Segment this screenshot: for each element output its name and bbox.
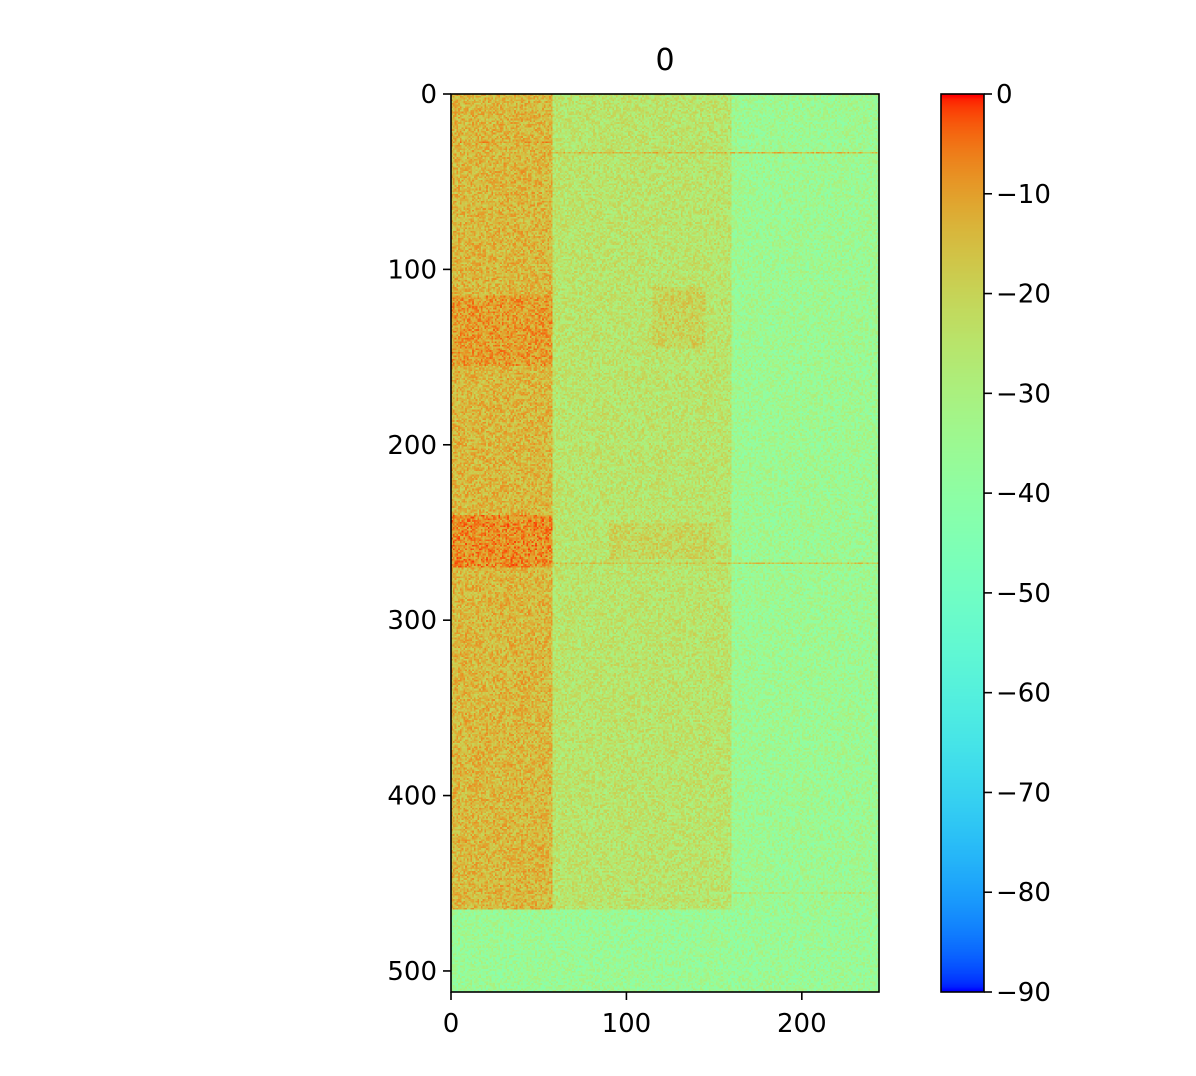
x-axis-ticks: 0 100 200 bbox=[443, 992, 827, 1039]
colorbar-tick-label: −50 bbox=[996, 579, 1051, 609]
colorbar-tick-label: −60 bbox=[996, 679, 1051, 709]
colorbar-tick-label: 0 bbox=[996, 80, 1013, 110]
heatmap-image bbox=[451, 94, 879, 992]
colorbar-tick-label: −80 bbox=[996, 878, 1051, 908]
colorbar-tick-label: −70 bbox=[996, 778, 1051, 808]
y-tick-label: 300 bbox=[387, 606, 437, 636]
y-axis-ticks: 0 100 200 300 400 500 bbox=[387, 80, 451, 987]
x-tick-label: 100 bbox=[602, 1009, 652, 1039]
colorbar-tick-label: −40 bbox=[996, 479, 1051, 509]
y-tick-label: 200 bbox=[387, 431, 437, 461]
y-tick-label: 100 bbox=[387, 255, 437, 285]
y-tick-label: 400 bbox=[387, 782, 437, 812]
colorbar-frame bbox=[940, 93, 985, 993]
colorbar-gradient bbox=[941, 94, 984, 992]
colorbar-tick-label: −20 bbox=[996, 280, 1051, 310]
y-tick-label: 500 bbox=[387, 957, 437, 987]
colorbar-tick-label: −30 bbox=[996, 379, 1051, 409]
x-tick-label: 200 bbox=[777, 1009, 827, 1039]
chart-title: 0 bbox=[655, 43, 674, 78]
colorbar-tick-label: −10 bbox=[996, 180, 1051, 210]
colorbar-tick-label: −90 bbox=[996, 978, 1051, 1008]
heatmap-frame bbox=[450, 93, 880, 993]
y-tick-label: 0 bbox=[420, 80, 437, 110]
colorbar-ticks: 0 −10 −20 −30 −40 −50 −60 −70 −80 −90 bbox=[984, 80, 1051, 1008]
x-tick-label: 0 bbox=[443, 1009, 460, 1039]
